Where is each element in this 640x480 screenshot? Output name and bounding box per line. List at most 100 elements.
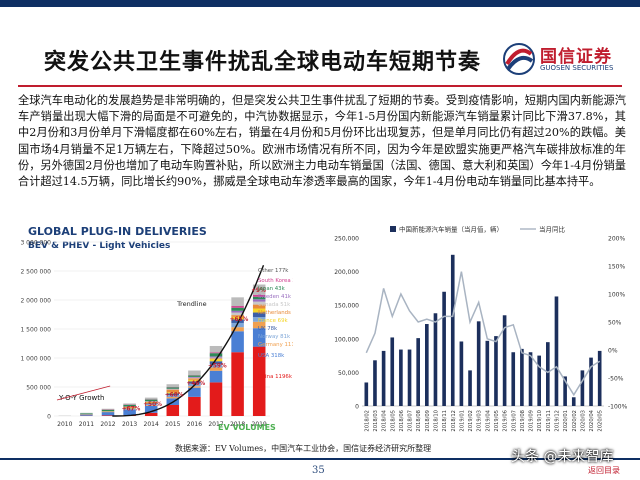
chart1-legend-label: UK 78k <box>258 326 278 332</box>
chart2-x-label: 2019/06 <box>503 410 509 432</box>
chart1-ytick-label: 1 000 000 <box>20 356 51 363</box>
chart1-bar-segment <box>209 370 223 383</box>
chart2-x-label: 2018/04 <box>382 409 388 431</box>
chart1-bar-segment <box>80 414 93 416</box>
chart1-growth-value: +46% <box>186 381 205 387</box>
chart2-x-label: 2018/09 <box>425 410 431 432</box>
china-nev-sales-chart: 中国新能源汽车销量（当月值，辆） 当月同比 0 50,000 100,000 150,00… <box>328 220 630 435</box>
chart2-left-tick: 250,000 <box>334 236 359 243</box>
data-source-note: 数据来源：EV Volumes，中国汽车工业协会，国信证券经济研究所整理 <box>175 444 432 453</box>
chart1-bar-segment <box>166 404 180 416</box>
chart1-bar-segment <box>80 412 93 414</box>
chart1-bar-segment <box>188 379 201 382</box>
chart1-bar-segment <box>231 316 244 320</box>
chart1-xtick-label: 2012 <box>100 421 115 428</box>
chart1-ytick-label: 500 000 <box>26 385 51 392</box>
chart1-legend-label: France 69k <box>258 318 288 324</box>
chart1-xtick-label: 2019 <box>252 421 267 428</box>
chart2-bar <box>450 254 455 406</box>
chart2-x-label: 2019/10 <box>537 410 543 432</box>
chart1-bar-segment <box>166 397 180 399</box>
chart1-bar-segment <box>252 346 266 416</box>
chart2-legend-swatch-bars <box>390 226 396 232</box>
chart2-x-label: 2019/02 <box>468 410 474 432</box>
back-to-contents-link[interactable]: 返回目录 <box>588 466 620 475</box>
global-deliveries-svg: GLOBAL PLUG-IN DELIVERIES BEV & PHEV - Li… <box>20 225 303 432</box>
chart2-bar <box>433 313 438 406</box>
chart1-bar-segment <box>80 413 93 415</box>
chart1-growth-value: +50% <box>143 402 162 408</box>
chart2-bar <box>502 315 507 406</box>
company-logo: 国信证券 GUOSEN SECURITIES <box>502 40 632 80</box>
chart2-bar <box>390 337 395 406</box>
chart1-bar-segment <box>252 308 266 313</box>
chart1-bar-segment <box>188 376 201 378</box>
chart1-bar-segment <box>144 399 158 402</box>
chart2-x-label: 2020/01 <box>563 410 569 432</box>
chart1-bar-segment <box>166 389 180 393</box>
chart1-bar-segment <box>188 375 201 377</box>
chart1-bar-segment <box>166 384 180 388</box>
chart1-xtick-label: 2015 <box>165 421 180 428</box>
chart1-bar-segment <box>166 392 180 394</box>
chart1-trendline <box>112 264 265 417</box>
chart1-subtitle: BEV & PHEV - Light Vehicles <box>28 241 170 251</box>
chart1-legend-label: South Korea 34k <box>258 278 293 284</box>
chart1-bar-segment <box>209 361 223 364</box>
chart2-bar <box>537 355 541 406</box>
chart2-right-tick: -50% <box>608 376 624 383</box>
chart2-left-tick: 0 <box>355 404 359 411</box>
chart1-bar-segment <box>209 357 223 359</box>
chart2-left-tick: 100,000 <box>334 336 359 343</box>
chart1-bar-segment <box>123 406 136 408</box>
chart1-bar-segment <box>188 396 201 416</box>
chart1-bar-segment <box>231 310 244 313</box>
chart1-growth-arrow <box>56 385 111 401</box>
chart2-x-label: 2020/03 <box>580 410 586 432</box>
chart2-bar <box>476 321 481 406</box>
chart1-bar-segment <box>231 331 244 353</box>
chart1-bar-segment <box>123 404 136 407</box>
chart1-bar-segment <box>209 352 223 354</box>
chart1-legend-label: USA 318k <box>258 353 285 359</box>
watermark: 头条 @未来智库 <box>511 449 614 465</box>
chart2-legend-bars: 中国新能源汽车销量（当月值，辆） <box>399 225 503 234</box>
chart1-bar-segment <box>188 370 201 376</box>
chart2-bar <box>546 342 550 406</box>
chart2-x-label: 2019/09 <box>529 410 535 432</box>
chart2-x-label: 2018/07 <box>408 410 414 432</box>
chart1-growth-value: +68% <box>165 393 184 399</box>
chart1-bar-segment <box>209 353 223 357</box>
chart1-legend-label: Norway 81k <box>258 334 291 340</box>
chart2-x-label: 2019/04 <box>485 409 491 431</box>
chart2-right-tick: 200% <box>608 236 625 243</box>
chart1-bar-segment <box>252 294 266 297</box>
chart1-xtick-label: 2013 <box>122 421 137 428</box>
chart1-bar-segment <box>252 321 266 329</box>
chart2-bar <box>407 349 412 406</box>
chart2-x-label: 2018/05 <box>390 410 396 432</box>
chart2-yoy-line <box>365 271 601 397</box>
chart2-bar <box>589 357 593 406</box>
chart2-x-label: 2018/06 <box>399 410 405 432</box>
guosen-logo-icon <box>503 43 535 75</box>
chart1-bar-segment <box>188 378 201 380</box>
chart1-bar-segment <box>231 327 244 332</box>
chart1-bar-segment <box>231 312 244 316</box>
chart1-xtick-label: 2018 <box>230 421 245 428</box>
chart2-bar <box>563 376 567 406</box>
chart1-growth-value: +9% <box>251 288 266 294</box>
chart1-bar-segment <box>101 412 115 416</box>
chart2-left-tick: 50,000 <box>338 370 359 377</box>
chart1-brand: EV VOLUMES <box>218 423 276 432</box>
chart1-bar-segment <box>252 301 266 305</box>
chart1-xtick-label: 2014 <box>144 421 159 428</box>
chart1-legend-label: Other 177k <box>258 268 289 274</box>
chart1-bar-segment <box>144 404 158 406</box>
chart2-right-tick: 50% <box>608 320 622 327</box>
chart1-xtick-label: 2011 <box>79 421 94 428</box>
chart2-legend-line: 当月同比 <box>539 225 566 234</box>
chart1-bar-segment <box>231 297 244 307</box>
chart2-bar <box>399 349 403 406</box>
chart2-bar <box>511 352 516 406</box>
